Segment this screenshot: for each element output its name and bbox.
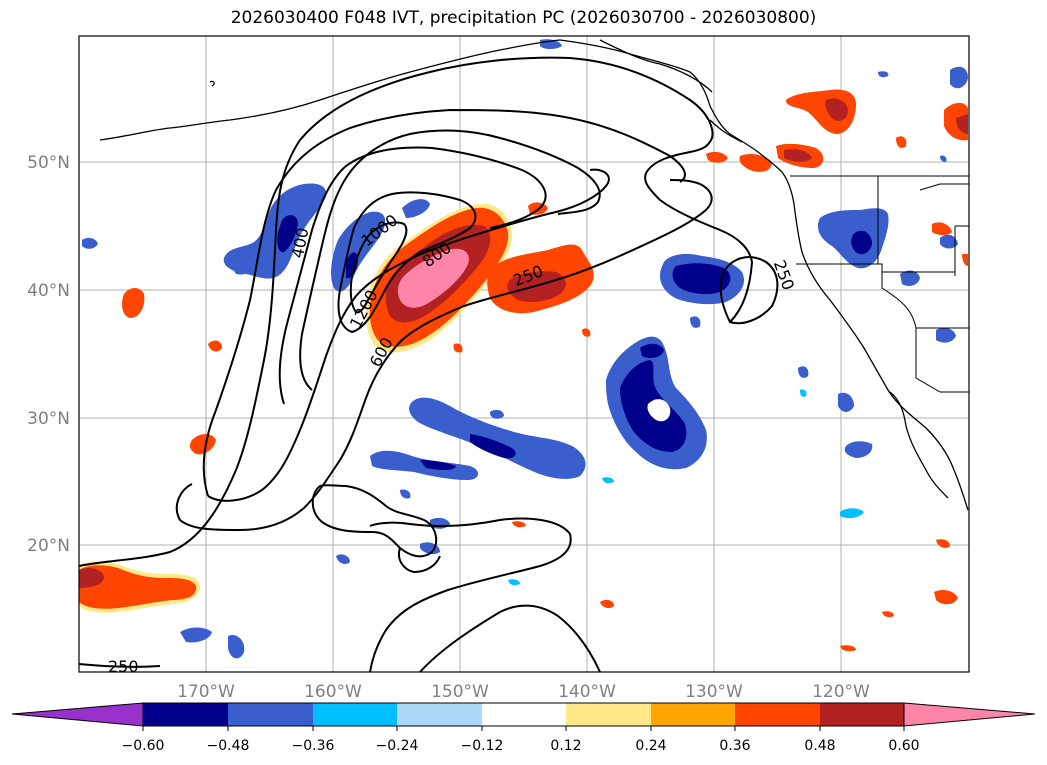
colorbar-swatch-5 xyxy=(482,703,566,726)
aleutian-coast xyxy=(99,39,561,141)
coastlines xyxy=(99,39,969,511)
ivt-contour-250-bottom xyxy=(419,604,601,672)
negative-anomaly-130w xyxy=(606,254,745,470)
political-borders xyxy=(790,175,969,393)
lon-label-140w: 140°W xyxy=(558,682,616,702)
lon-label-150w: 150°W xyxy=(431,682,489,702)
negative-anomaly-inland xyxy=(817,66,968,519)
ivt-contour-250-sw xyxy=(79,663,161,668)
colorbar-tick-label: 0.48 xyxy=(804,738,835,754)
ivt-contour-inner-loop xyxy=(398,547,441,574)
colorbar-extend-high xyxy=(903,702,1036,727)
colorbar-swatch-8 xyxy=(735,703,820,726)
ivt-contour-250-outer xyxy=(79,56,754,567)
colorbar-swatch-7 xyxy=(651,703,735,726)
ivt-contour-1000 xyxy=(337,191,477,334)
island-1 xyxy=(209,80,215,87)
positive-anomaly-main-band xyxy=(365,203,513,353)
state-border-mt xyxy=(919,183,969,191)
lon-label-160w: 160°W xyxy=(304,682,362,702)
contour-label-250-sw: 250 xyxy=(108,657,139,676)
colorbar-tick-label: −0.60 xyxy=(122,738,165,754)
colorbar-tick-label: 0.36 xyxy=(719,738,750,754)
colorbar-swatch-1 xyxy=(143,703,228,726)
colorbar-tick-label: 0.60 xyxy=(888,738,919,754)
colorbar-tick-label: 0.24 xyxy=(635,738,666,754)
state-border-az xyxy=(915,328,969,393)
ivt-contour-loop-south xyxy=(311,484,438,558)
colorbar-tick-label: −0.36 xyxy=(292,738,335,754)
latitude-labels: 50°N 40°N 30°N 20°N xyxy=(27,153,70,556)
ivt-contour-250-south xyxy=(369,517,572,672)
colorbar-tick-label: −0.24 xyxy=(376,738,419,754)
lon-label-170w: 170°W xyxy=(177,682,235,702)
ivt-contour-250-east xyxy=(719,256,779,325)
baja-coast xyxy=(889,391,949,499)
positive-anomaly-southwest xyxy=(79,288,958,652)
ivt-contour-400-west xyxy=(202,108,686,497)
lat-label-20n: 20°N xyxy=(27,536,70,556)
ivt-contours xyxy=(79,56,779,672)
colorbar-frame xyxy=(142,702,905,727)
lat-label-40n: 40°N xyxy=(27,281,70,301)
colorbar-swatch-2 xyxy=(228,703,313,726)
state-border-wy xyxy=(954,225,969,276)
lat-label-50n: 50°N xyxy=(27,153,70,173)
lon-label-120w: 120°W xyxy=(812,682,870,702)
longitude-labels: 170°W 160°W 150°W 140°W 130°W 120°W xyxy=(177,682,870,702)
map-background xyxy=(79,36,969,672)
colorbar: −0.60 −0.48 −0.36 −0.24 −0.12 0.12 0.24 … xyxy=(11,702,1036,754)
negative-anomaly-scattered xyxy=(82,39,947,659)
north-america-coast xyxy=(559,39,969,511)
ivt-contour-1200 xyxy=(349,221,408,314)
negative-anomaly-subtropical-streak xyxy=(370,397,586,480)
state-border-nv xyxy=(881,264,969,329)
ivt-contour-800 xyxy=(278,146,547,405)
colorbar-swatch-3 xyxy=(313,703,397,726)
colorbar-swatch-6 xyxy=(566,703,651,726)
colorbar-swatch-9 xyxy=(820,703,904,726)
colorbar-tick-label: −0.12 xyxy=(461,738,504,754)
ivt-contour-600 xyxy=(207,168,610,502)
lat-label-30n: 30°N xyxy=(27,409,70,429)
lon-label-130w: 130°W xyxy=(685,682,743,702)
colorbar-swatch-4 xyxy=(397,703,482,726)
positive-anomaly-north xyxy=(706,89,968,266)
map-title: 2026030400 F048 IVT, precipitation PC (2… xyxy=(230,8,817,28)
ivt-contour-400 xyxy=(175,179,713,532)
bc-islands xyxy=(709,119,743,143)
ivt-contour-600-inner xyxy=(299,129,601,391)
colorbar-extend-low xyxy=(11,702,144,727)
colorbar-tick-label: −0.48 xyxy=(207,738,250,754)
colorbar-tick-label: 0.12 xyxy=(550,738,581,754)
colorbar-ticks xyxy=(142,726,905,731)
map-border xyxy=(78,35,970,673)
alaska-coast xyxy=(599,39,713,93)
